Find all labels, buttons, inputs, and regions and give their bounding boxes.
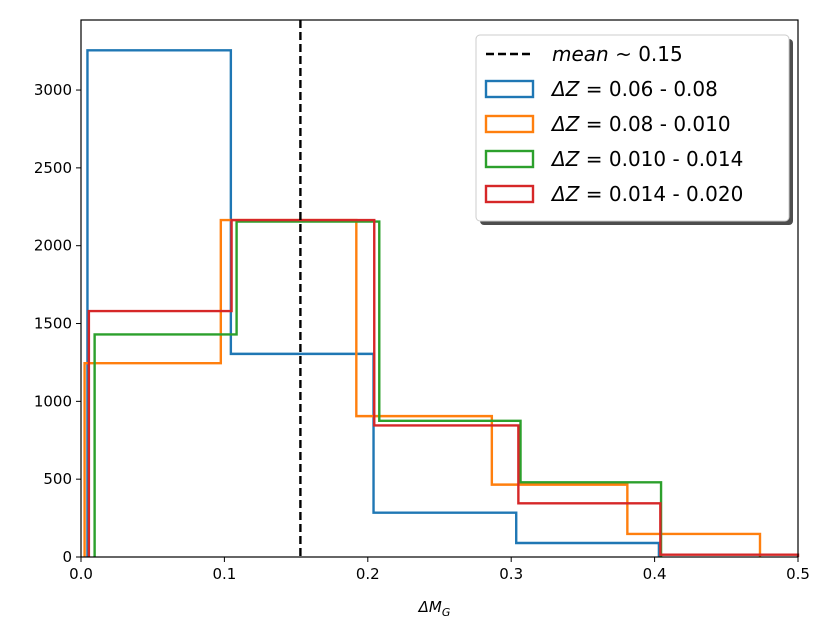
series-step-1	[86, 49, 661, 557]
legend-label-rest: = 0.06 - 0.08	[579, 77, 717, 101]
y-tick-label: 0	[62, 548, 72, 566]
x-tick-label: 0.1	[212, 565, 236, 583]
legend-label-4: ΔZ = 0.014 - 0.020	[550, 182, 743, 206]
y-tick-label: 3000	[34, 81, 72, 99]
series-step-4	[87, 218, 800, 557]
legend-swatch-2	[484, 114, 535, 134]
y-tick-label: 1500	[34, 315, 72, 333]
x-axis-label-main: ΔM	[418, 598, 442, 616]
legend-label-italic: ΔZ	[550, 112, 581, 136]
legend-label-italic: ΔZ	[550, 77, 581, 101]
legend-mean-label-rest: ~ 0.15	[609, 42, 683, 66]
legend-label-italic: ΔZ	[550, 182, 581, 206]
x-axis-ticks: 0.0 0.1 0.2 0.3 0.4 0.5	[69, 557, 810, 583]
x-tick-label: 0.4	[643, 565, 667, 583]
legend-mean-label-italic: mean	[552, 42, 609, 66]
legend-box	[475, 34, 790, 222]
x-tick-label: 0.3	[499, 565, 523, 583]
x-tick-label: 0.5	[786, 565, 810, 583]
y-tick-label: 2500	[34, 159, 72, 177]
series-layer	[83, 49, 800, 557]
y-axis-ticks: 0 500 1000 1500 2000 2500 3000	[34, 81, 81, 566]
x-tick-label: 0.2	[356, 565, 380, 583]
y-tick-label: 2000	[34, 237, 72, 255]
plot-frame	[80, 19, 799, 558]
series-step-2	[83, 218, 762, 557]
x-axis-label: ΔMG	[418, 598, 451, 619]
legend-label-1: ΔZ = 0.06 - 0.08	[550, 77, 718, 101]
legend-label-italic: ΔZ	[550, 147, 581, 171]
legend-swatch-4	[484, 184, 535, 204]
x-axis-label-subscript: G	[442, 606, 451, 619]
legend-swatch-3	[484, 149, 535, 169]
y-tick-label: 500	[43, 470, 72, 488]
legend-label-rest: = 0.08 - 0.010	[579, 112, 730, 136]
series-step-3	[93, 220, 663, 557]
legend-swatch-1	[484, 79, 535, 99]
legend-label-rest: = 0.010 - 0.014	[579, 147, 743, 171]
legend-label-3: ΔZ = 0.010 - 0.014	[550, 147, 743, 171]
legend-label-2: ΔZ = 0.08 - 0.010	[550, 112, 731, 136]
x-tick-label: 0.0	[69, 565, 93, 583]
legend-label-rest: = 0.014 - 0.020	[579, 182, 743, 206]
legend-mean-label: mean ~ 0.15	[552, 42, 683, 66]
y-tick-label: 1000	[34, 392, 72, 410]
